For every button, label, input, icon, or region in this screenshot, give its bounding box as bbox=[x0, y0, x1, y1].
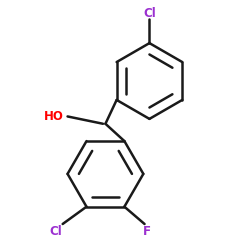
Text: Cl: Cl bbox=[49, 225, 62, 238]
Text: F: F bbox=[143, 225, 151, 238]
Text: HO: HO bbox=[44, 110, 64, 123]
Text: Cl: Cl bbox=[143, 7, 156, 20]
